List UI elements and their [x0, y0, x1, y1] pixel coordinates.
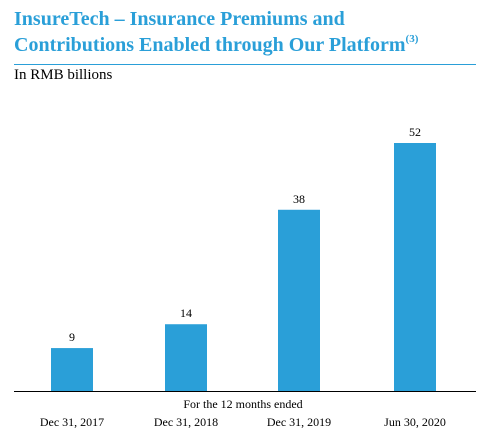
title-line-2: Contributions Enabled through Our Platfo…: [14, 32, 494, 58]
title-footnote: (3): [405, 33, 419, 45]
x-tick-label: Dec 31, 2017: [40, 415, 104, 429]
chart-subtitle: In RMB billions: [14, 67, 113, 83]
data-label: 52: [409, 125, 421, 139]
chart-title: InsureTech – Insurance Premiums and Cont…: [14, 6, 494, 58]
x-tick-label: Dec 31, 2019: [267, 415, 331, 429]
x-axis-label: For the 12 months ended: [183, 397, 302, 411]
title-line-1: InsureTech – Insurance Premiums and: [14, 8, 345, 30]
x-tick-label: Dec 31, 2018: [154, 415, 218, 429]
bar: [278, 209, 320, 391]
title-rule: [14, 64, 476, 65]
data-label: 9: [69, 330, 75, 344]
data-label: 14: [180, 306, 192, 320]
bar: [394, 143, 436, 391]
x-tick-label: Jun 30, 2020: [384, 415, 446, 429]
title-line-2-text: Contributions Enabled through Our Platfo…: [14, 34, 406, 56]
bar: [51, 348, 93, 391]
bar: [165, 324, 207, 391]
data-label: 38: [293, 192, 305, 206]
